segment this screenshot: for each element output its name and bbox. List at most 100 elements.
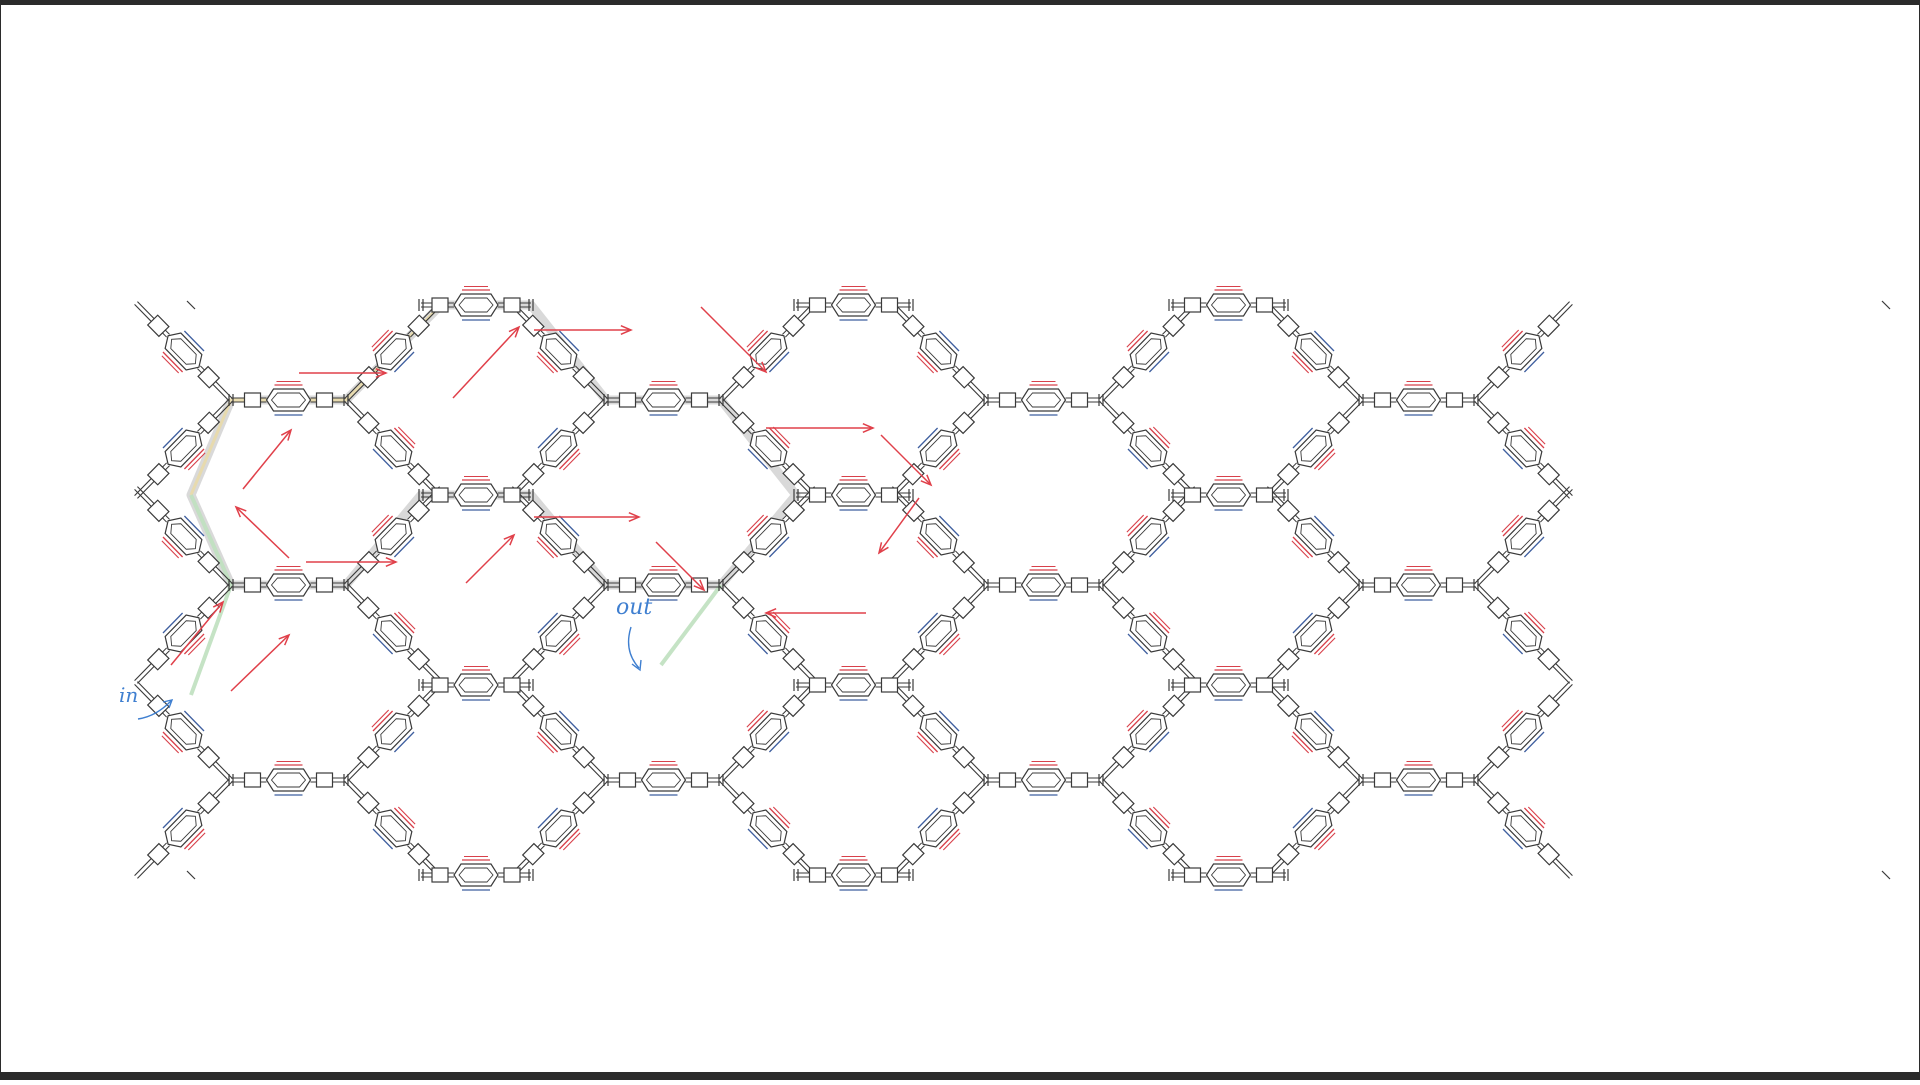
lens-outer (265, 768, 312, 792)
waveguide-edge (344, 583, 443, 684)
lens-resonator (998, 760, 1089, 796)
lens-top-line (393, 807, 415, 829)
lens-resonator (1111, 314, 1186, 389)
coupler-right (880, 677, 899, 693)
y-junction (1473, 579, 1479, 591)
coupler-right (1276, 647, 1300, 671)
lens-inner (1510, 435, 1537, 462)
y-junction (1283, 299, 1289, 311)
lens-resonator (618, 760, 709, 796)
lens-outer (919, 614, 958, 653)
coupler-right (1537, 314, 1561, 338)
boundary-terminal (186, 300, 196, 310)
lens-inner (380, 718, 407, 745)
lens-inner (755, 815, 782, 842)
lens-resonator (808, 285, 899, 321)
waveguide-edge (1264, 583, 1363, 684)
lens-inner (380, 338, 407, 365)
coupler-right (407, 842, 431, 866)
coupler-right (782, 694, 806, 718)
lens-resonator (901, 314, 976, 389)
lens-inner (1135, 338, 1162, 365)
coupler-left (731, 411, 755, 435)
lens-outer (1020, 573, 1067, 597)
flow-arrow-icon (534, 325, 633, 335)
lens-top-line (1313, 448, 1335, 470)
lens-bottom-line (938, 710, 960, 732)
coupler-right (901, 842, 925, 866)
coupler-left (998, 577, 1017, 593)
lens-top-line (562, 452, 581, 471)
waveguide-edge (1474, 486, 1573, 587)
y-junction (718, 394, 724, 406)
coupler-left (197, 365, 221, 389)
coupler-left (618, 392, 637, 408)
waveguide-edge (719, 398, 818, 499)
lens-inner (1300, 338, 1327, 365)
lens-inner (380, 435, 407, 462)
lens-inner (1210, 297, 1247, 313)
waveguide-edge (1171, 475, 1286, 511)
lens-inner (170, 718, 197, 745)
lens-bottom-line (1523, 351, 1545, 373)
out-arrow-head-icon (631, 659, 642, 672)
lens-inner (755, 620, 782, 647)
lens-inner (1510, 523, 1537, 550)
y-junction (1473, 774, 1479, 786)
lens-resonator (731, 596, 806, 671)
coupler-left (572, 365, 596, 389)
lens-outer (539, 614, 578, 653)
lens-resonator (1183, 665, 1274, 701)
lens-resonator (808, 665, 899, 701)
lens-resonator (1373, 760, 1464, 796)
lens-resonator (146, 411, 221, 486)
lens-inner (1510, 620, 1537, 647)
coupler-left (243, 392, 262, 408)
lens-bottom-line (768, 536, 790, 558)
flow-arrow-icon (465, 533, 516, 584)
waveguide-edge (1474, 778, 1573, 879)
y-junction (343, 394, 349, 406)
lens-top-line (1148, 612, 1170, 634)
lens-inner (1135, 620, 1162, 647)
lens-top-line (938, 828, 960, 850)
lens-resonator (431, 665, 521, 701)
lens-inner (270, 392, 307, 408)
coupler-right (901, 694, 925, 718)
lens-top-line (372, 515, 394, 537)
lens-outer (1504, 429, 1543, 468)
waveguide-edge (1099, 486, 1198, 587)
waveguide-edge (134, 398, 233, 499)
boundary-terminal (186, 870, 196, 880)
coupler-right (1255, 297, 1274, 313)
coupler-right (146, 499, 170, 523)
lens-top-line (183, 448, 205, 470)
lens-top-line (558, 633, 580, 655)
coupler-right (146, 694, 170, 718)
waveguide-edge (719, 583, 818, 684)
coupler-right (1162, 499, 1186, 523)
coupler-left (1327, 596, 1351, 620)
lens-inner (545, 435, 572, 462)
coupler-right (1255, 867, 1274, 883)
lens-resonator (1111, 499, 1186, 574)
waveguide-edge (719, 486, 818, 587)
coupler-right (1537, 647, 1561, 671)
lens-top-line (1527, 806, 1546, 825)
lens-outer (749, 809, 788, 848)
lens-resonator (1276, 411, 1351, 486)
waveguide-edge (1474, 583, 1573, 684)
coupler-right (503, 867, 521, 883)
coupler-right (407, 694, 431, 718)
waveguide-edge (796, 475, 911, 511)
flow-arrow-icon (230, 633, 291, 692)
y-junction (793, 869, 799, 881)
lens-bottom-line (372, 633, 394, 655)
flow-arrow-icon (452, 325, 521, 399)
waveguide-edge (1264, 681, 1363, 782)
lens-outer (749, 332, 788, 371)
flow-arrow-icon (299, 368, 388, 378)
lens-top-line (1148, 427, 1170, 449)
lens-outer (539, 809, 578, 848)
y-junction (418, 489, 424, 501)
